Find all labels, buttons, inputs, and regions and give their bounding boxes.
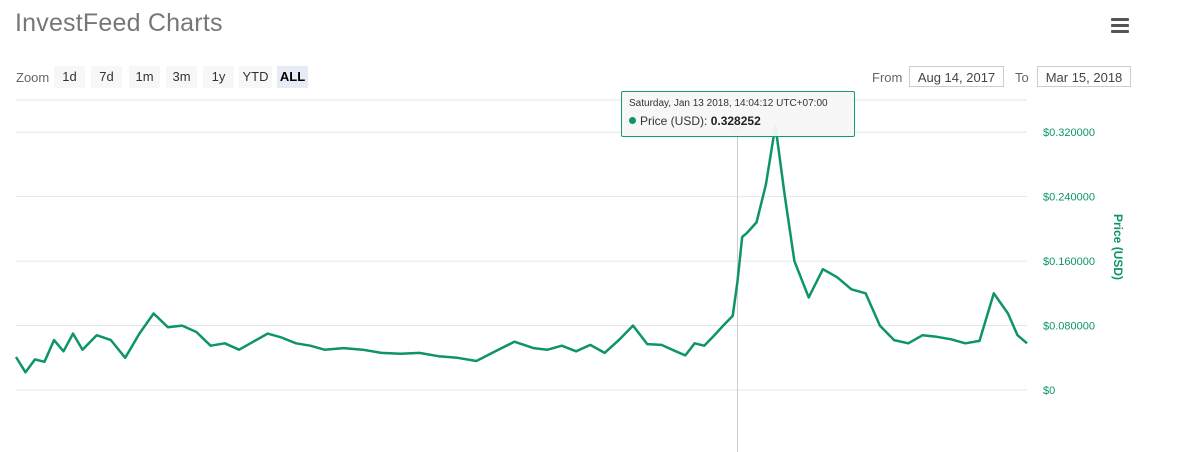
page-title: InvestFeed Charts bbox=[15, 9, 223, 37]
tooltip-value: 0.328252 bbox=[710, 114, 761, 128]
zoom-label: Zoom bbox=[16, 70, 50, 85]
zoom-1y-button[interactable]: 1y bbox=[203, 66, 234, 88]
y-tick-label: $0 bbox=[1043, 385, 1055, 397]
zoom-3m-button[interactable]: 3m bbox=[166, 66, 197, 88]
price-series-line bbox=[14, 124, 1028, 374]
menu-bar-1 bbox=[1111, 18, 1129, 21]
tooltip-row: Price (USD): 0.328252 bbox=[629, 114, 854, 128]
y-tick-label: $0.080000 bbox=[1043, 321, 1095, 333]
y-tick-label: $0.240000 bbox=[1043, 192, 1095, 204]
tooltip-date: Saturday, Jan 13 2018, 14:04:12 UTC+07:0… bbox=[629, 98, 828, 109]
chart-grid bbox=[16, 99, 1027, 391]
zoom-ytd-button[interactable]: YTD bbox=[239, 66, 272, 88]
range-to-input[interactable]: Mar 15, 2018 bbox=[1037, 66, 1131, 87]
menu-bar-3 bbox=[1111, 30, 1129, 33]
range-to-label: To bbox=[1015, 70, 1029, 85]
zoom-7d-button[interactable]: 7d bbox=[91, 66, 122, 88]
chart-tooltip: Saturday, Jan 13 2018, 14:04:12 UTC+07:0… bbox=[621, 91, 855, 137]
y-axis-title: Price (USD) bbox=[1111, 214, 1125, 280]
hamburger-menu-icon[interactable] bbox=[1111, 18, 1129, 34]
y-tick-label: $0.160000 bbox=[1043, 256, 1095, 268]
y-tick-label: $0.320000 bbox=[1043, 127, 1095, 139]
zoom-all-button[interactable]: ALL bbox=[277, 66, 308, 88]
range-from-input[interactable]: Aug 14, 2017 bbox=[909, 66, 1004, 87]
series-dot-icon bbox=[629, 117, 636, 124]
range-from-label: From bbox=[872, 70, 903, 85]
y-axis-ticks: $0 $0.080000 $0.160000 $0.240000 $0.320000 bbox=[1043, 127, 1095, 397]
menu-bar-2 bbox=[1111, 24, 1129, 27]
tooltip-series-label: Price (USD): bbox=[640, 114, 708, 128]
zoom-1d-button[interactable]: 1d bbox=[54, 66, 85, 88]
zoom-1m-button[interactable]: 1m bbox=[129, 66, 160, 88]
